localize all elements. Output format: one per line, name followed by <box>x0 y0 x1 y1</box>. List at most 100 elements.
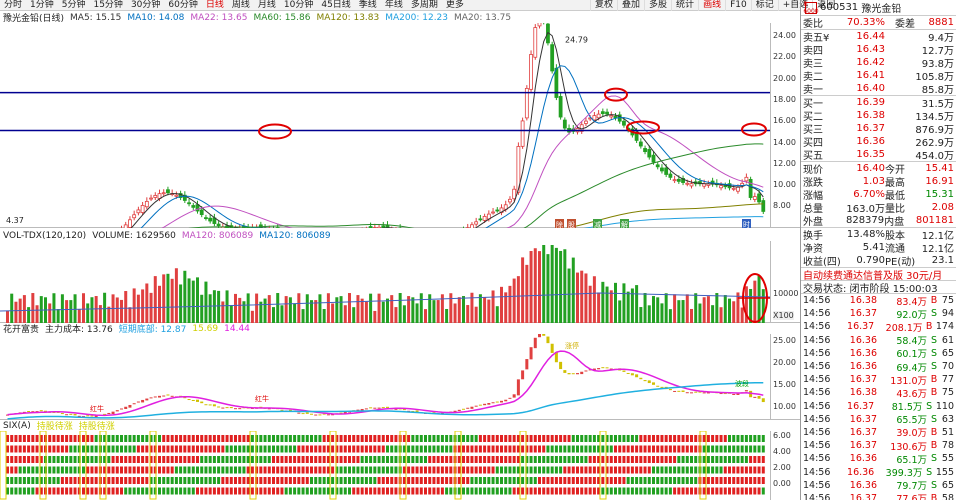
indicator-bar <box>217 406 221 408</box>
six-cell <box>69 445 73 453</box>
volume-bar <box>322 309 326 323</box>
six-cell <box>56 477 60 484</box>
volume-bar <box>242 301 246 323</box>
toolbar-button-2[interactable]: 多股 <box>644 0 671 11</box>
indicator-bar <box>153 396 157 398</box>
volume-bar <box>124 291 128 323</box>
toolbar-button-5[interactable]: F10 <box>725 0 751 11</box>
six-cell <box>487 477 491 484</box>
volume-bar <box>390 295 394 323</box>
volume-bar <box>753 280 757 323</box>
six-cell <box>234 477 237 484</box>
six-cell <box>736 456 740 463</box>
six-cell <box>373 456 377 463</box>
six-cell <box>229 445 233 453</box>
six-cell <box>626 435 630 442</box>
six-cell <box>158 445 161 453</box>
indicator-bar <box>27 411 31 413</box>
volume-bar <box>386 298 389 323</box>
six-cell <box>445 445 449 453</box>
six-cell <box>242 466 246 474</box>
six-cell <box>259 456 263 463</box>
timeframe-13[interactable]: 多周期 <box>410 0 438 10</box>
timeframe-4[interactable]: 30分钟 <box>130 0 161 10</box>
volume-bar <box>668 309 672 323</box>
six-cell <box>115 445 119 453</box>
volume-bar <box>196 277 199 323</box>
price-panel[interactable]: 24.79 4.37 除股减解时 24.00 22.00 20.00 18.00 16.00… <box>0 23 800 228</box>
timeframe-6[interactable]: 日线 <box>205 0 224 10</box>
six-cell <box>183 445 187 453</box>
toolbar-button-7[interactable]: +自选 <box>777 0 813 11</box>
timeframe-9[interactable]: 10分钟 <box>283 0 314 10</box>
six-cell <box>200 487 204 495</box>
six-cell <box>660 435 664 442</box>
timeframe-8[interactable]: 月线 <box>257 0 276 10</box>
indicator-bar <box>550 343 554 353</box>
six-cell <box>318 466 322 474</box>
six-chart[interactable] <box>0 431 770 500</box>
indicator-panel[interactable]: 红牛 红牛 涨停 波段 25.00 20.00 15.00 10.00 <box>0 334 800 420</box>
timeframe-0[interactable]: 分时 <box>4 0 23 10</box>
tick-cell: 399.3万 <box>885 468 923 480</box>
volume-bar <box>255 293 259 323</box>
six-cell <box>419 445 423 453</box>
indicator-bar <box>69 413 73 415</box>
timeframe-1[interactable]: 1分钟 <box>30 0 54 10</box>
six-cell <box>326 466 330 474</box>
six-cell <box>369 445 373 453</box>
volume-bar <box>664 293 668 323</box>
timeframe-10[interactable]: 45日线 <box>321 0 351 10</box>
indicator-bar <box>601 367 605 369</box>
six-cell <box>462 456 465 463</box>
six-cell <box>196 477 199 484</box>
six-cell <box>280 466 284 474</box>
indicator-bar <box>508 397 512 399</box>
indicator-tag: 涨停 <box>565 341 579 350</box>
six-cell <box>673 435 677 442</box>
toolbar-button-1[interactable]: 叠加 <box>617 0 644 11</box>
six-cell <box>609 456 613 463</box>
tick-cell: 16.37 <box>849 413 877 425</box>
toolbar-button-0[interactable]: 复权 <box>590 0 617 11</box>
toolbar-button-8[interactable]: 返回 <box>812 0 839 11</box>
six-cell <box>208 466 212 474</box>
tick-cell: 58.4万 <box>896 336 927 348</box>
six-cell <box>546 456 550 463</box>
six-cell <box>170 456 174 463</box>
volume-bar <box>749 288 753 323</box>
six-cell <box>516 477 520 484</box>
volume-chart[interactable] <box>0 241 770 323</box>
timeframe-2[interactable]: 5分钟 <box>61 0 86 10</box>
indicator-bar <box>521 370 525 380</box>
timeframe-14[interactable]: 更多 <box>445 0 464 10</box>
six-cell <box>597 456 601 463</box>
timeframe-11[interactable]: 季线 <box>358 0 377 10</box>
six-cell <box>280 456 284 463</box>
tick-cell: 16.36 <box>849 361 877 373</box>
volume-panel[interactable]: 10000 X100 <box>0 241 800 323</box>
toolbar-button-3[interactable]: 统计 <box>671 0 698 11</box>
toolbar-button-4[interactable]: 画线 <box>698 0 725 11</box>
timeframe-3[interactable]: 15分钟 <box>93 0 123 10</box>
six-cell <box>690 477 693 484</box>
volume-bar <box>263 298 267 323</box>
candlestick-chart[interactable]: 24.794.37 除股减解时 <box>0 23 770 228</box>
ask-row-cell: 卖三 <box>803 59 823 70</box>
toolbar-button-6[interactable]: 标记 <box>750 0 778 11</box>
six-cell <box>364 466 368 474</box>
six-cell <box>386 435 389 442</box>
timeframe-5[interactable]: 60分钟 <box>168 0 198 10</box>
six-cell <box>267 456 271 463</box>
ad-banner[interactable]: 自动续费通达信普及版 30元/月 <box>801 267 956 282</box>
six-cell <box>179 435 183 442</box>
volume-bar <box>761 289 765 323</box>
six-panel[interactable]: 6.00 4.00 2.00 0.00 <box>0 431 800 500</box>
six-cell <box>386 466 389 474</box>
timeframe-12[interactable]: 年线 <box>384 0 403 10</box>
timeframe-7[interactable]: 周线 <box>231 0 250 10</box>
tick-cell: 14:56 <box>803 413 831 425</box>
six-cell <box>584 487 588 495</box>
indicator-bar <box>221 407 225 409</box>
